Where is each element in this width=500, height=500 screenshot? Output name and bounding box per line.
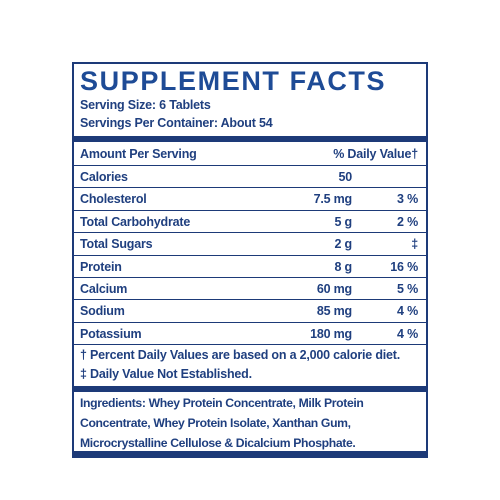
divider	[74, 299, 426, 301]
nutrient-dv: 2 %	[397, 214, 418, 229]
ingredients: Ingredients: Whey Protein Concentrate, M…	[80, 393, 425, 453]
nutrient-row: Calories 50	[80, 166, 418, 188]
divider	[74, 277, 426, 278]
ingredients-text: Whey Protein Concentrate, Milk Protein C…	[80, 396, 364, 450]
ingredients-label: Ingredients:	[80, 396, 146, 410]
servings-per-container: Servings Per Container: About 54	[80, 116, 273, 130]
nutrient-amount: 2 g	[334, 237, 353, 252]
nutrient-row: Cholesterol 7.5 mg 3 %	[80, 188, 418, 210]
divider	[74, 165, 426, 166]
nutrient-row: Calcium 60 mg 5 %	[80, 278, 418, 300]
divider	[74, 344, 426, 346]
header-amount: Amount Per Serving	[80, 147, 197, 161]
nutrient-name: Sodium	[80, 304, 125, 319]
divider	[74, 232, 426, 234]
title: SUPPLEMENT FACTS	[80, 66, 387, 96]
nutrient-name: Cholesterol	[80, 192, 147, 207]
nutrient-amount: 180 mg	[310, 326, 352, 341]
divider	[74, 254, 426, 256]
divider	[74, 136, 426, 142]
divider	[74, 187, 426, 189]
nutrient-dv: 5 %	[397, 282, 418, 296]
label-border	[72, 62, 428, 453]
nutrient-amount: 5 g	[334, 214, 353, 229]
nutrient-dv: ‡	[411, 237, 418, 252]
nutrient-row: Total Sugars 2 g ‡	[80, 233, 418, 255]
header-row: Amount Per Serving % Daily Value†	[80, 143, 418, 165]
serving-size: Serving Size: 6 Tablets	[80, 98, 211, 112]
nutrient-name: Calcium	[80, 282, 128, 296]
nutrient-amount: 60 mg	[316, 282, 352, 296]
nutrient-dv: 4 %	[397, 326, 418, 341]
nutrient-name: Total Carbohydrate	[80, 214, 191, 229]
nutrient-name: Potassium	[80, 326, 142, 341]
header-dv: % Daily Value†	[333, 147, 418, 161]
nutrient-row: Potassium 180 mg 4 %	[80, 323, 418, 345]
nutrient-dv: 16 %	[390, 259, 418, 274]
nutrient-amount: 8 g	[334, 259, 353, 274]
footnote: ‡ Daily Value Not Established.	[80, 367, 252, 382]
divider	[74, 386, 426, 392]
divider	[74, 209, 426, 211]
nutrient-amount: 85 mg	[316, 304, 352, 319]
nutrient-dv: 4 %	[397, 304, 418, 319]
bottom-bar	[72, 451, 428, 458]
nutrient-amount: 50	[338, 170, 352, 184]
nutrient-name: Total Sugars	[80, 237, 153, 252]
nutrient-name: Protein	[80, 259, 122, 274]
nutrient-row: Protein 8 g 16 %	[80, 256, 418, 278]
nutrient-amount: 7.5 mg	[313, 192, 353, 207]
nutrient-dv: 3 %	[397, 192, 418, 207]
nutrient-row: Sodium 85 mg 4 %	[80, 300, 418, 322]
nutrient-row: Total Carbohydrate 5 g 2 %	[80, 211, 418, 233]
nutrient-name: Calories	[80, 170, 128, 184]
footnote: † Percent Daily Values are based on a 2,…	[80, 348, 401, 363]
divider	[74, 321, 426, 323]
